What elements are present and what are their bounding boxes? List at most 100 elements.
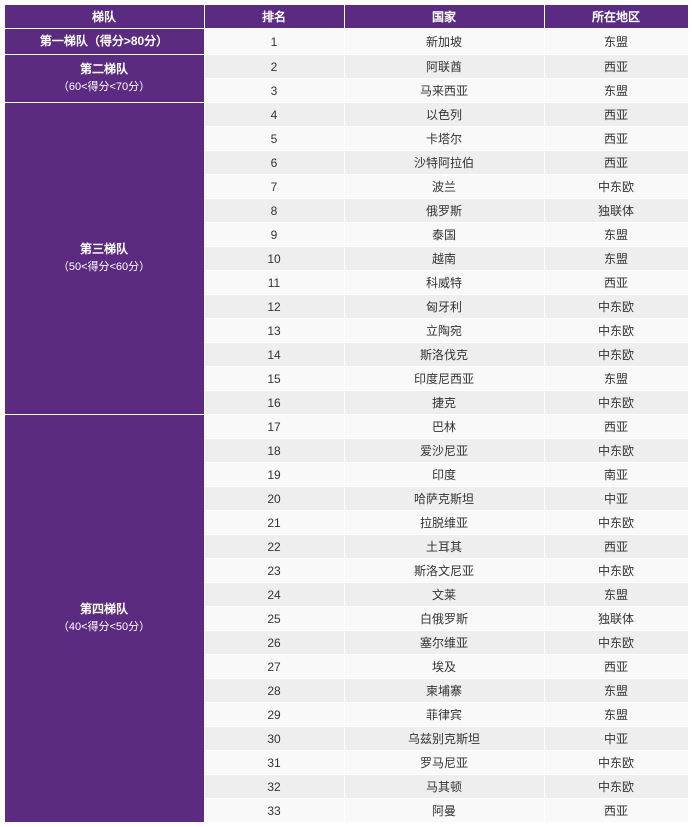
region-cell: 中东欧	[544, 295, 688, 319]
tier-cell: 第二梯队（60<得分<70分）	[4, 55, 204, 103]
country-cell: 俄罗斯	[344, 199, 544, 223]
country-cell: 波兰	[344, 175, 544, 199]
rank-cell: 8	[204, 199, 344, 223]
rank-cell: 22	[204, 535, 344, 559]
region-cell: 中东欧	[544, 511, 688, 535]
rank-cell: 33	[204, 799, 344, 823]
region-cell: 西亚	[544, 271, 688, 295]
rank-cell: 7	[204, 175, 344, 199]
region-cell: 东盟	[544, 29, 688, 55]
table-row: 第一梯队（得分>80分） 1新加坡东盟	[4, 29, 688, 55]
rank-cell: 23	[204, 559, 344, 583]
table-body: 第一梯队（得分>80分）1新加坡东盟第二梯队（60<得分<70分）2阿联酋西亚3…	[4, 29, 688, 823]
country-cell: 泰国	[344, 223, 544, 247]
region-cell: 中东欧	[544, 391, 688, 415]
region-cell: 东盟	[544, 679, 688, 703]
table-row: 第三梯队（50<得分<60分）4以色列西亚	[4, 103, 688, 127]
rank-cell: 6	[204, 151, 344, 175]
tier-cell: 第一梯队（得分>80分）	[4, 29, 204, 55]
rank-cell: 27	[204, 655, 344, 679]
region-cell: 西亚	[544, 799, 688, 823]
table-row: 第二梯队（60<得分<70分）2阿联酋西亚	[4, 55, 688, 79]
country-cell: 斯洛文尼亚	[344, 559, 544, 583]
rank-cell: 13	[204, 319, 344, 343]
country-cell: 匈牙利	[344, 295, 544, 319]
tier-sublabel: （50<得分<60分）	[7, 259, 202, 277]
tier-label: 第三梯队	[80, 242, 128, 256]
rank-cell: 29	[204, 703, 344, 727]
country-cell: 埃及	[344, 655, 544, 679]
rank-cell: 4	[204, 103, 344, 127]
region-cell: 中东欧	[544, 343, 688, 367]
rank-cell: 14	[204, 343, 344, 367]
rank-cell: 10	[204, 247, 344, 271]
country-cell: 菲律宾	[344, 703, 544, 727]
country-cell: 哈萨克斯坦	[344, 487, 544, 511]
region-cell: 东盟	[544, 367, 688, 391]
region-cell: 中东欧	[544, 175, 688, 199]
rank-cell: 32	[204, 775, 344, 799]
table-row: 第四梯队（40<得分<50分）17巴林西亚	[4, 415, 688, 439]
header-row: 梯队 排名 国家 所在地区	[4, 5, 688, 29]
rank-cell: 24	[204, 583, 344, 607]
tier-label: 第二梯队	[80, 62, 128, 76]
rank-cell: 2	[204, 55, 344, 79]
rank-cell: 17	[204, 415, 344, 439]
country-cell: 乌兹别克斯坦	[344, 727, 544, 751]
rank-cell: 3	[204, 79, 344, 103]
country-cell: 巴林	[344, 415, 544, 439]
country-cell: 捷克	[344, 391, 544, 415]
rank-cell: 1	[204, 29, 344, 55]
country-cell: 马其顿	[344, 775, 544, 799]
country-cell: 柬埔寨	[344, 679, 544, 703]
tier-cell: 第三梯队 （50<得分<60分）	[4, 103, 204, 415]
region-cell: 中东欧	[544, 319, 688, 343]
region-cell: 中亚	[544, 487, 688, 511]
col-header-country: 国家	[344, 5, 544, 29]
country-cell: 斯洛伐克	[344, 343, 544, 367]
country-cell: 印度尼西亚	[344, 367, 544, 391]
rank-cell: 11	[204, 271, 344, 295]
region-cell: 西亚	[544, 103, 688, 127]
rank-cell: 21	[204, 511, 344, 535]
tier-label: 第一梯队（得分>80分）	[40, 34, 168, 48]
tier-label: 第四梯队	[80, 602, 128, 616]
tier-cell: 第四梯队（40<得分<50分）	[4, 415, 204, 823]
region-cell: 西亚	[544, 655, 688, 679]
country-cell: 新加坡	[344, 29, 544, 55]
region-cell: 东盟	[544, 247, 688, 271]
col-header-rank: 排名	[204, 5, 344, 29]
region-cell: 中亚	[544, 727, 688, 751]
rank-cell: 18	[204, 439, 344, 463]
region-cell: 西亚	[544, 415, 688, 439]
country-cell: 阿曼	[344, 799, 544, 823]
rank-cell: 9	[204, 223, 344, 247]
country-cell: 卡塔尔	[344, 127, 544, 151]
country-cell: 土耳其	[344, 535, 544, 559]
rank-cell: 31	[204, 751, 344, 775]
rank-cell: 5	[204, 127, 344, 151]
region-cell: 独联体	[544, 199, 688, 223]
region-cell: 中东欧	[544, 775, 688, 799]
region-cell: 东盟	[544, 703, 688, 727]
rank-cell: 28	[204, 679, 344, 703]
rank-cell: 30	[204, 727, 344, 751]
country-cell: 越南	[344, 247, 544, 271]
country-cell: 印度	[344, 463, 544, 487]
rank-cell: 19	[204, 463, 344, 487]
region-cell: 中东欧	[544, 439, 688, 463]
region-cell: 南亚	[544, 463, 688, 487]
ranking-table: 梯队 排名 国家 所在地区 第一梯队（得分>80分）1新加坡东盟第二梯队（60<…	[4, 4, 689, 823]
country-cell: 拉脱维亚	[344, 511, 544, 535]
col-header-tier: 梯队	[4, 5, 204, 29]
region-cell: 中东欧	[544, 751, 688, 775]
region-cell: 东盟	[544, 583, 688, 607]
region-cell: 中东欧	[544, 559, 688, 583]
region-cell: 西亚	[544, 55, 688, 79]
region-cell: 东盟	[544, 223, 688, 247]
country-cell: 罗马尼亚	[344, 751, 544, 775]
region-cell: 东盟	[544, 79, 688, 103]
rank-cell: 25	[204, 607, 344, 631]
country-cell: 文莱	[344, 583, 544, 607]
rank-cell: 16	[204, 391, 344, 415]
